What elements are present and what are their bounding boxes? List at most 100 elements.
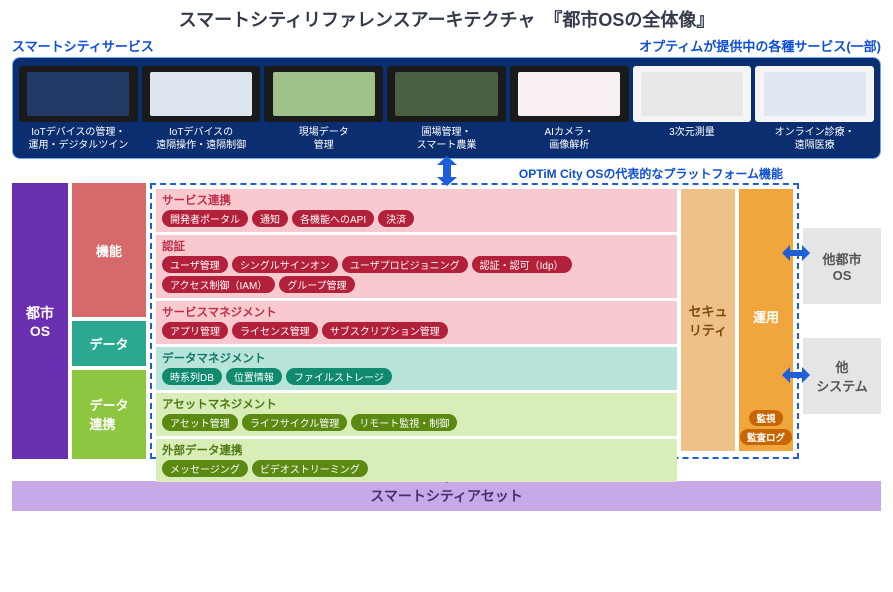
services-panel: IoTデバイスの管理・ 運用・デジタルツイン IoTデバイスの 遠隔操作・遠隔制御…	[12, 57, 881, 159]
pill: アセット管理	[162, 414, 238, 431]
pill: ファイルストレージ	[286, 368, 392, 385]
services-row: IoTデバイスの管理・ 運用・デジタルツイン IoTデバイスの 遠隔操作・遠隔制御…	[19, 66, 874, 152]
service-card: 圃場管理・ スマート農業	[387, 66, 506, 152]
pill: 時系列DB	[162, 368, 222, 385]
external-city-os-box: 他都市 OS	[803, 228, 881, 304]
data-renkei-box: データ 連携	[72, 370, 146, 459]
operation-pill: 監視	[749, 410, 782, 426]
external-city-os-label: 他都市 OS	[822, 249, 861, 283]
group-pills: 開発者ポータル通知各機能へのAPI決済	[162, 210, 671, 227]
subtitle-row: スマートシティサービス オプティムが提供中の各種サービス(一部)	[0, 36, 893, 57]
data-label: データ	[89, 334, 128, 353]
pill: 位置情報	[226, 368, 282, 385]
service-thumb	[755, 66, 874, 122]
pill: ライセンス管理	[232, 322, 318, 339]
group-pills: 時系列DB位置情報ファイルストレージ	[162, 368, 671, 385]
security-column: セキュ リティ	[681, 189, 735, 451]
kinou-label: 機能	[96, 241, 122, 260]
pill: 通知	[252, 210, 288, 227]
main-title: スマートシティリファレンスアーキテクチャ 『都市OSの全体像』	[0, 0, 893, 36]
service-thumb-screen	[764, 72, 866, 117]
external-system-box: 他 システム	[803, 338, 881, 414]
security-label: セキュ リティ	[688, 301, 727, 339]
service-thumb	[633, 66, 752, 122]
service-thumb-screen	[518, 72, 620, 117]
service-card: AIカメラ・ 画像解析	[510, 66, 629, 152]
pill: 開発者ポータル	[162, 210, 248, 227]
group-pills: アセット管理ライフサイクル管理リモート監視・制御	[162, 414, 671, 431]
service-card: 現場データ 管理	[264, 66, 383, 152]
pill: サブスクリプション管理	[322, 322, 448, 339]
service-label: 圃場管理・ スマート農業	[417, 126, 477, 152]
subtitle-left: スマートシティサービス	[12, 36, 154, 55]
left-labels: 機能 データ データ 連携	[72, 183, 146, 459]
service-card: IoTデバイスの管理・ 運用・デジタルツイン	[19, 66, 138, 152]
double-arrow-h-icon	[782, 365, 810, 385]
service-label: 3次元測量	[669, 126, 715, 139]
group-title: サービス連携	[162, 192, 671, 208]
operation-label: 運用	[753, 307, 779, 326]
pill: アプリ管理	[162, 322, 228, 339]
pill: 各機能へのAPI	[292, 210, 374, 227]
pill: ユーザプロビジョニング	[342, 256, 468, 273]
service-label: オンライン診療・ 遠隔医療	[775, 126, 855, 152]
group-pills: メッセージングビデオストリーミング	[162, 460, 671, 477]
service-thumb-screen	[273, 72, 375, 117]
service-thumb	[264, 66, 383, 122]
data-renkei-label: データ 連携	[89, 395, 128, 433]
service-thumb-screen	[395, 72, 497, 117]
pill: シングルサインオン	[232, 256, 338, 273]
service-card: IoTデバイスの 遠隔操作・遠隔制御	[142, 66, 261, 152]
group-title: データマネジメント	[162, 350, 671, 366]
group-title: サービスマネジメント	[162, 304, 671, 320]
pill: ユーザ管理	[162, 256, 228, 273]
left-column: 都市 OS 機能 データ データ 連携	[12, 183, 146, 459]
group-pills: アプリ管理ライセンス管理サブスクリプション管理	[162, 322, 671, 339]
operation-pill: 監査ログ	[740, 429, 792, 445]
pill: 決済	[378, 210, 414, 227]
service-thumb-screen	[150, 72, 252, 117]
service-thumb	[142, 66, 261, 122]
group-title: 外部データ連携	[162, 442, 671, 458]
service-thumb	[387, 66, 506, 122]
service-label: IoTデバイスの管理・ 運用・デジタルツイン	[28, 126, 128, 152]
operation-column: 運用 監視監査ログ	[739, 189, 793, 451]
asset-label: スマートシティアセット	[370, 486, 522, 506]
pill: グループ管理	[279, 276, 354, 293]
external-system-label: 他 システム	[816, 357, 868, 395]
platform-wrap: サービス連携開発者ポータル通知各機能へのAPI決済認証ユーザ管理シングルサインオ…	[150, 183, 799, 459]
double-arrow-vertical-icon	[430, 156, 464, 186]
pill: ライフサイクル管理	[242, 414, 348, 431]
service-label: IoTデバイスの 遠隔操作・遠隔制御	[156, 126, 246, 152]
platform-body: サービス連携開発者ポータル通知各機能へのAPI決済認証ユーザ管理シングルサインオ…	[156, 189, 793, 451]
asset-bar: スマートシティアセット	[12, 481, 881, 511]
group-pills: ユーザ管理シングルサインオンユーザプロビジョニング認証・認可（Idp）アクセス制…	[162, 256, 671, 293]
platform-group: 認証ユーザ管理シングルサインオンユーザプロビジョニング認証・認可（Idp）アクセ…	[156, 235, 677, 298]
pill: リモート監視・制御	[351, 414, 457, 431]
pill: メッセージング	[162, 460, 248, 477]
city-os-box: 都市 OS	[12, 183, 68, 459]
platform-group: 外部データ連携メッセージングビデオストリーミング	[156, 439, 677, 482]
data-box: データ	[72, 321, 146, 366]
kinou-box: 機能	[72, 183, 146, 317]
service-thumb	[510, 66, 629, 122]
platform-group: サービス連携開発者ポータル通知各機能へのAPI決済	[156, 189, 677, 232]
city-os-label: 都市 OS	[26, 303, 54, 339]
arrow-vertical: OPTiM City OSの代表的なプラットフォーム機能	[0, 159, 893, 183]
group-title: 認証	[162, 238, 671, 254]
service-thumb-screen	[641, 72, 743, 117]
platform-group: データマネジメント時系列DB位置情報ファイルストレージ	[156, 347, 677, 390]
pill: ビデオストリーミング	[252, 460, 368, 477]
service-thumb	[19, 66, 138, 122]
service-card: 3次元測量	[633, 66, 752, 152]
service-thumb-screen	[27, 72, 129, 117]
platform-group: アセットマネジメントアセット管理ライフサイクル管理リモート監視・制御	[156, 393, 677, 436]
subtitle-right: オプティムが提供中の各種サービス(一部)	[639, 36, 881, 55]
right-external-column: 他都市 OS 他 システム	[803, 183, 881, 459]
service-label: 現場データ 管理	[299, 126, 349, 152]
double-arrow-h-icon	[782, 243, 810, 263]
platform-group: サービスマネジメントアプリ管理ライセンス管理サブスクリプション管理	[156, 301, 677, 344]
group-title: アセットマネジメント	[162, 396, 671, 412]
pill: 認証・認可（Idp）	[472, 256, 572, 273]
middle-section: 都市 OS 機能 データ データ 連携 サービス連携開発者ポータル通知各機能への…	[0, 183, 893, 459]
